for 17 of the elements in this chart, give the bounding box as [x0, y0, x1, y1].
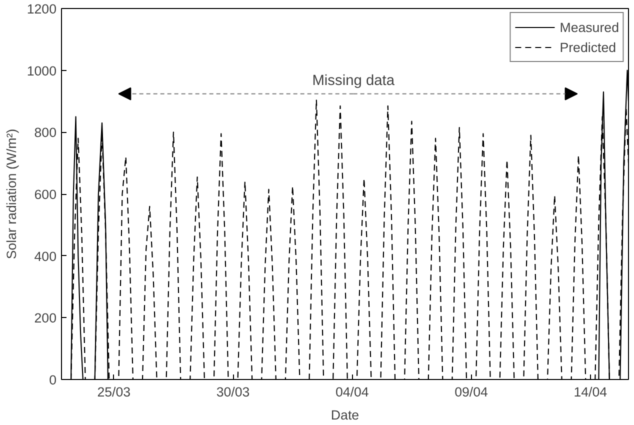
- legend-label: Measured: [560, 20, 619, 34]
- y-tick-label: 800: [34, 125, 57, 140]
- y-tick-label: 0: [49, 372, 57, 388]
- y-tick-label: 400: [34, 248, 57, 264]
- y-axis-title: Solar radiation (W/m²): [4, 128, 19, 260]
- y-tick-label: 1200: [26, 2, 57, 16]
- x-tick-label: 25/03: [97, 384, 131, 400]
- x-axis-title: Date: [330, 408, 360, 422]
- x-tick-label: 30/03: [216, 384, 250, 400]
- y-tick-label: 200: [34, 310, 57, 326]
- annotation: Missing data: [312, 72, 396, 89]
- x-tick-label: 04/04: [335, 384, 370, 400]
- x-tick-label: 14/04: [574, 384, 608, 400]
- legend-label: Predicted: [560, 40, 616, 54]
- y-tick-label: 600: [34, 187, 57, 202]
- x-tick-label: 09/04: [454, 384, 489, 400]
- y-tick-label: 1000: [26, 63, 57, 78]
